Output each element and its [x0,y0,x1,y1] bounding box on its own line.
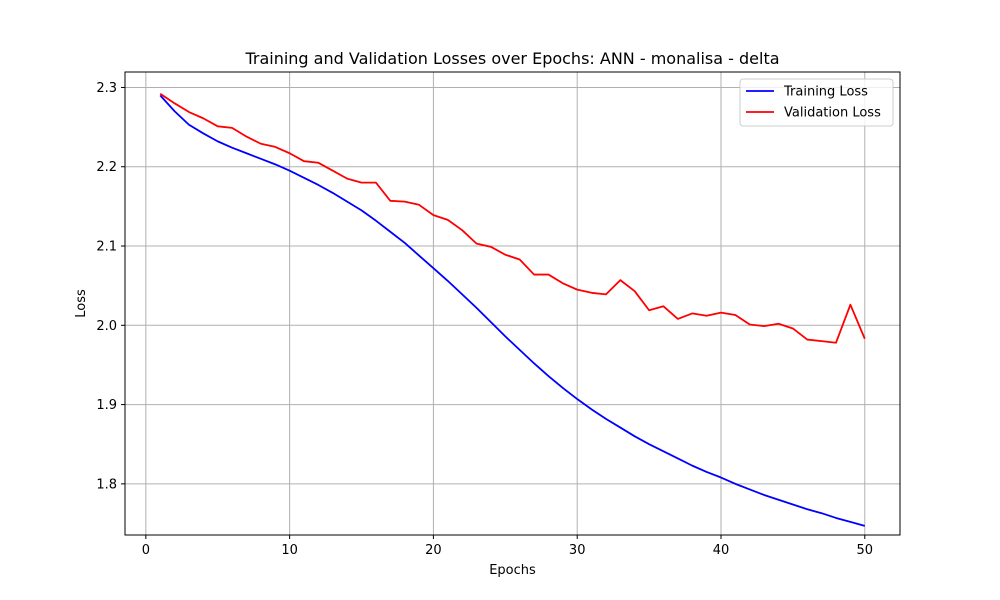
x-tick-label: 0 [142,543,150,558]
validation-loss-line [159,93,866,344]
legend: Training Loss Validation Loss [739,78,894,127]
training-loss-line [159,94,866,527]
chart-title: Training and Validation Losses over Epoc… [244,49,779,68]
x-tick-label: 40 [713,543,730,558]
y-tick-label: 2.0 [96,319,117,334]
y-tick-label: 2.1 [96,240,117,255]
x-axis-label: Epochs [489,563,536,578]
x-tick-label: 10 [281,543,298,558]
legend-label-training-loss: Training Loss [783,85,868,100]
y-axis-label: Loss [74,289,89,318]
plot-frame [124,71,901,536]
legend-box [739,78,894,127]
axis-ticks: 0 10 20 30 40 50 1.8 1.9 2.0 2.1 2.2 2.3 [96,81,873,558]
y-tick-label: 1.8 [96,477,117,492]
grid-lines [125,72,900,535]
x-tick-label: 20 [425,543,442,558]
x-tick-label: 50 [856,543,873,558]
y-tick-label: 1.9 [96,398,117,413]
x-tick-label: 30 [569,543,586,558]
y-tick-label: 2.2 [96,160,117,175]
y-tick-label: 2.3 [96,81,117,96]
legend-label-validation-loss: Validation Loss [784,106,881,121]
series-lines [159,93,866,527]
